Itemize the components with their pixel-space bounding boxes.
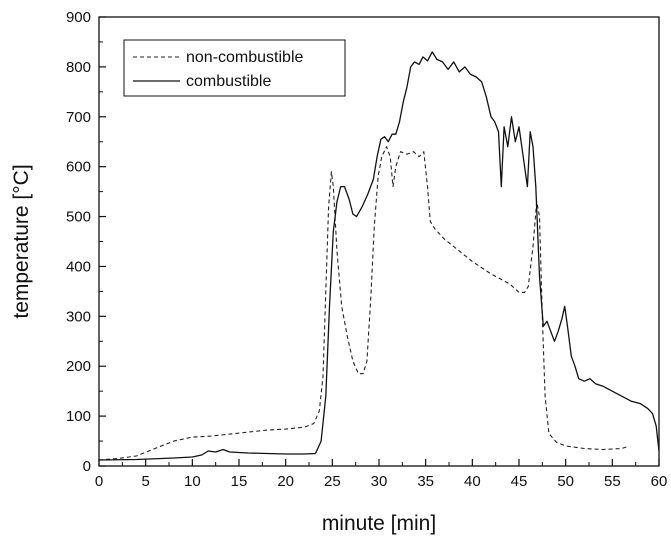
x-tick-label-5: 5 bbox=[141, 473, 149, 490]
legend: non-combustible combustible bbox=[123, 39, 346, 97]
y-tick-label-900: 900 bbox=[66, 9, 91, 26]
x-tick-label-20: 20 bbox=[277, 473, 294, 490]
y-tick-label-700: 700 bbox=[66, 109, 91, 126]
y-tick-label-300: 300 bbox=[66, 308, 91, 325]
y-tick-label-100: 100 bbox=[66, 408, 91, 425]
series-line-combustible bbox=[98, 51, 660, 461]
y-tick-label-200: 200 bbox=[66, 358, 91, 375]
y-axis-title: temperature [°C] bbox=[10, 164, 33, 318]
legend-label-combustible: combustible bbox=[186, 73, 271, 90]
x-tick-label-60: 60 bbox=[651, 473, 668, 490]
y-tick-label-0: 0 bbox=[83, 458, 91, 475]
x-axis-title: minute [min] bbox=[322, 512, 436, 535]
legend-box bbox=[123, 39, 346, 97]
x-tick-label-35: 35 bbox=[417, 473, 434, 490]
plot-area-frame bbox=[98, 16, 660, 467]
x-tick-label-25: 25 bbox=[324, 473, 341, 490]
x-tick-label-0: 0 bbox=[95, 473, 103, 490]
x-tick-label-45: 45 bbox=[511, 473, 528, 490]
legend-label-non-combustible: non-combustible bbox=[186, 49, 304, 66]
x-tick-label-40: 40 bbox=[464, 473, 481, 490]
series-line-non-combustible bbox=[98, 146, 627, 461]
x-tick-label-30: 30 bbox=[371, 473, 388, 490]
y-tick-label-400: 400 bbox=[66, 258, 91, 275]
y-tick-label-600: 600 bbox=[66, 159, 91, 176]
y-tick-label-800: 800 bbox=[66, 59, 91, 76]
x-tick-label-55: 55 bbox=[604, 473, 621, 490]
y-tick-label-500: 500 bbox=[66, 209, 91, 226]
x-tick-label-10: 10 bbox=[184, 473, 201, 490]
x-tick-label-50: 50 bbox=[557, 473, 574, 490]
x-tick-label-15: 15 bbox=[231, 473, 248, 490]
